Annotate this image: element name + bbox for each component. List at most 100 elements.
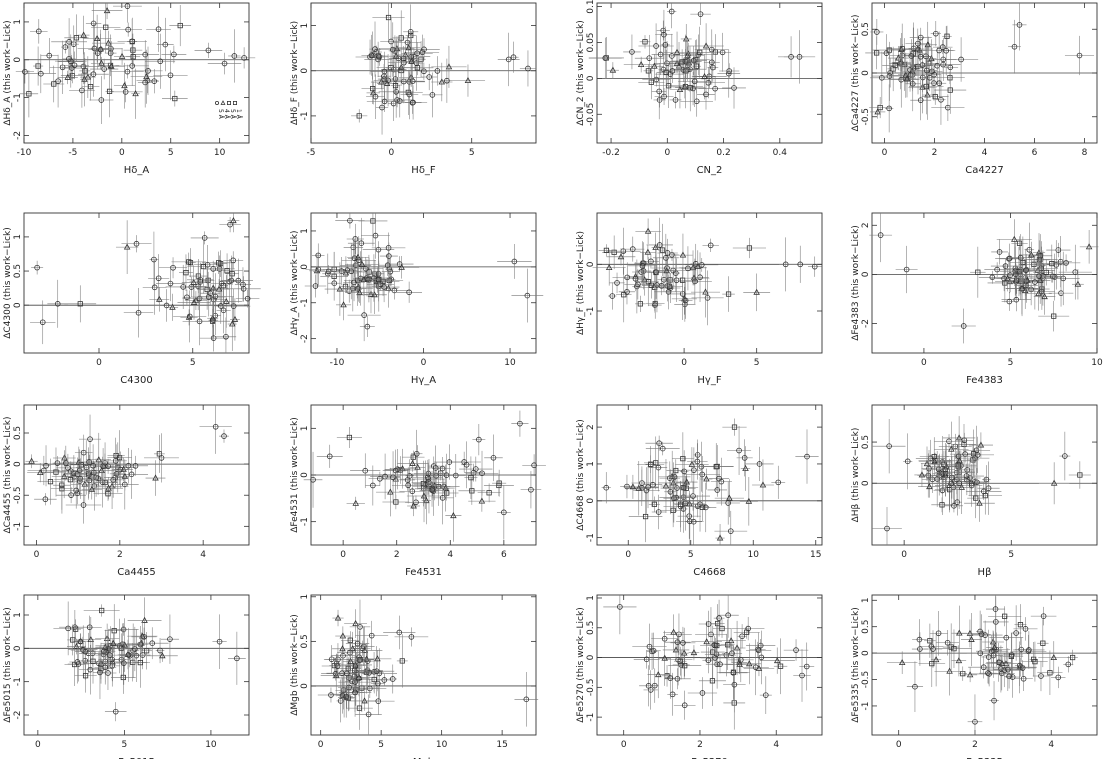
y-tick-label: 2 [861,222,871,228]
data-point-circle [694,452,701,458]
data-point-square [680,277,686,283]
data-point-square [899,46,905,52]
data-point-circle [121,660,127,666]
data-point-square [697,49,703,55]
data-point-circle [629,49,635,55]
data-point-circle [386,253,392,259]
y-axis-label: ΔFe4383 (this work−Lick) [851,225,861,340]
data-point-circle [710,64,716,71]
data-point-triangle [409,459,416,466]
data-point-square [677,501,684,507]
data-point-circle [444,77,450,84]
data-point-square [220,283,226,289]
data-point-circle [745,625,751,632]
data-point-circle [709,59,715,66]
data-point-square [1039,286,1045,292]
data-point-triangle [651,62,658,69]
data-point-circle [714,487,721,493]
x-tick-label: 0 [681,358,687,368]
data-point-circle [804,453,810,460]
data-point-square [393,499,399,505]
data-point-triangle [445,63,453,70]
data-point-square [59,482,65,488]
data-point-triangle [703,475,710,482]
data-point-triangle [478,497,486,504]
y-tick-label: -1 [586,713,596,722]
data-point-triangle [378,78,385,85]
data-point-circle [510,54,517,60]
data-point-triangle [438,78,446,85]
data-point-circle [879,75,885,81]
x-tick-label: 5 [754,358,760,368]
data-point-triangle [991,644,998,651]
y-tick-label: 0.5 [13,264,23,278]
data-point-square [603,247,610,253]
y-tick-label: 1 [300,594,310,600]
x-tick-label: 2 [117,550,123,560]
data-point-circle [124,68,131,75]
data-point-circle [671,495,677,501]
y-tick-label: 0.5 [861,22,871,36]
data-point-square [375,53,382,59]
data-point-circle [97,46,104,53]
data-point-circle [42,496,49,503]
data-point-square [356,705,363,711]
data-point-circle [443,472,450,478]
data-point-circle [347,217,353,224]
data-point-triangle [139,632,146,639]
legend-marker-square [232,101,237,106]
data-point-circle [65,625,71,632]
data-point-triangle [358,260,366,267]
data-point-square [77,301,83,307]
data-point-circle [212,423,219,430]
y-axis-label: ΔCa4455 (this work−Lick) [3,416,13,533]
data-point-circle [409,78,416,84]
data-point-circle [667,675,674,681]
data-point-circle [731,85,737,91]
data-point-circle [241,55,247,61]
data-point-triangle [73,642,80,649]
data-point-circle [351,279,357,286]
data-point-triangle [1011,235,1018,242]
panel-12: 0 5 0 0.5 Hβ ΔHβ (this work−Lick) [851,404,1098,578]
data-point-circle [221,433,227,439]
data-point-circle [1060,275,1067,282]
data-point-square [970,457,976,463]
data-point-circle [413,450,420,457]
data-point-circle [650,647,657,654]
data-point-square [414,65,420,71]
data-point-circle [511,258,518,265]
data-point-triangle [152,474,159,481]
data-point-square [73,35,80,41]
data-point-square [892,62,898,68]
data-point-circle [124,3,131,9]
data-point-circle [142,79,148,86]
data-point-circle [348,268,355,275]
x-tick-label: 0 [896,740,902,750]
data-point-triangle [339,632,347,639]
data-point-circle [312,283,319,289]
data-point-circle [685,265,691,272]
data-point-circle [923,53,929,60]
data-point-circle [909,81,916,87]
data-point-circle [1020,675,1027,682]
data-point-circle [925,472,932,479]
data-point-circle [394,97,400,103]
x-tick-label: 0 [882,148,888,158]
data-point-triangle [342,269,350,276]
data-point-circle [1055,674,1062,681]
x-axis-label: Fe5015 [118,757,155,759]
data-point-circle [705,621,712,627]
plot-frame [871,594,1098,736]
data-point-circle [738,657,744,663]
data-point-triangle [694,262,702,270]
data-point-circle [659,445,666,452]
data-point-triangle [349,645,356,652]
data-point-circle [986,671,992,677]
data-point-circle [234,655,240,662]
data-point-square [1043,269,1049,276]
data-point-triangle [690,274,698,281]
data-point-triangle [956,629,963,636]
data-point-circle [943,47,949,54]
data-point-circle [691,78,698,85]
